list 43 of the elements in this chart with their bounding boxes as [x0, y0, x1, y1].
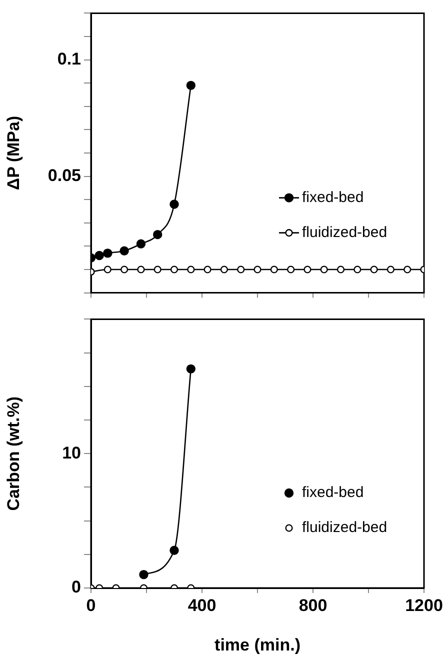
x-tick-label: 0 [86, 596, 96, 615]
point [237, 266, 245, 274]
y-tick-label: 0 [72, 578, 81, 597]
point [170, 200, 179, 209]
point [154, 266, 162, 274]
point [103, 248, 112, 258]
y-axis-title: Carbon (wt.%) [4, 396, 23, 511]
legend-label: fluidized-bed [302, 519, 388, 536]
point [386, 266, 394, 274]
point [153, 230, 162, 240]
point [186, 364, 196, 374]
point [120, 266, 128, 274]
point [287, 266, 295, 274]
point [137, 266, 145, 274]
x-tick-label: 400 [188, 596, 216, 615]
point [170, 546, 179, 555]
legend-label: fixed-bed [302, 484, 364, 502]
point [120, 246, 129, 256]
point [254, 266, 262, 274]
y-tick-label: 10 [62, 443, 81, 462]
x-tick-label: 1200 [405, 596, 443, 615]
point [94, 250, 104, 260]
point [354, 266, 362, 274]
y-axis-title: ΔP (MPa) [4, 116, 23, 190]
y-tick-label: 0.1 [57, 49, 81, 68]
point [104, 266, 112, 274]
point [320, 266, 328, 274]
legend-label: fixed-bed [302, 188, 364, 206]
point [220, 266, 228, 274]
point [404, 266, 412, 274]
point [187, 266, 195, 274]
point [370, 266, 378, 274]
point [186, 80, 196, 90]
point [136, 239, 146, 248]
point [336, 266, 345, 274]
point [204, 266, 212, 274]
point [270, 266, 278, 274]
y-tick-label: 0.05 [48, 166, 81, 185]
point [170, 266, 178, 274]
point [304, 266, 312, 274]
legend-label: fluidized-bed [302, 224, 388, 241]
x-axis-title: time (min.) [214, 635, 300, 654]
x-tick-label: 800 [298, 596, 328, 615]
